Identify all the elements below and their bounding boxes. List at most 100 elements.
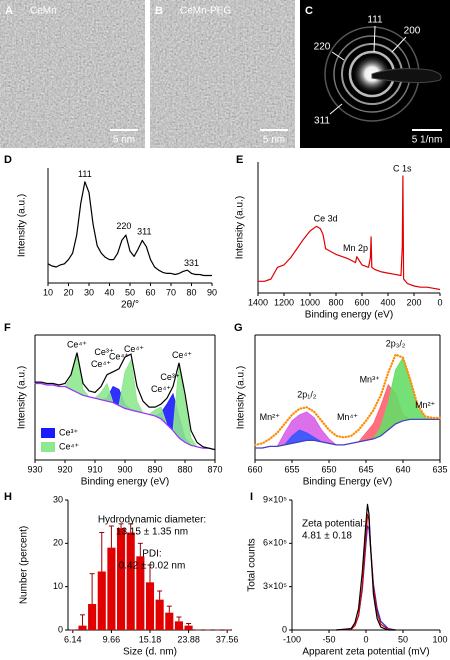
annotation: 220 bbox=[116, 221, 131, 231]
annotation: Ce³⁺ bbox=[160, 372, 180, 382]
x-tick-label: 900 bbox=[117, 464, 132, 474]
y-tick-label: 6×10⁵ bbox=[263, 538, 287, 548]
component-fill bbox=[255, 419, 440, 448]
scale-bar-label: 5 nm bbox=[263, 135, 285, 146]
panel-label: A bbox=[5, 5, 13, 17]
panel-b: B CeMn-PEG 5 nm bbox=[150, 0, 295, 148]
x-tick-label: 655 bbox=[284, 464, 299, 474]
panel-label: C bbox=[305, 5, 313, 17]
data-line bbox=[47, 181, 212, 277]
x-tick-label: 70 bbox=[166, 287, 176, 297]
annotation: Ce⁴⁺ bbox=[151, 384, 171, 394]
y-tick-label: 9×10⁵ bbox=[263, 494, 287, 504]
scale-bar-label: 5 nm bbox=[113, 135, 135, 146]
x-tick-label: 400 bbox=[380, 297, 395, 307]
component-fill bbox=[35, 383, 215, 450]
data-points bbox=[253, 353, 442, 446]
data-line bbox=[34, 382, 216, 451]
x-tick-label: 80 bbox=[186, 287, 196, 297]
legend-label: Ce³⁺ bbox=[59, 427, 79, 437]
bar bbox=[155, 599, 164, 630]
y-tick-label: 20 bbox=[53, 538, 63, 548]
bar bbox=[174, 621, 183, 630]
bar bbox=[107, 547, 116, 630]
annotation: C 1s bbox=[393, 163, 412, 173]
annotation: Ce⁴⁺ bbox=[109, 351, 129, 361]
annotation: Mn³⁺ bbox=[360, 375, 380, 385]
x-tick-label: 640 bbox=[395, 464, 410, 474]
annotation: Ce⁴⁺ bbox=[67, 340, 87, 350]
panel-label: F bbox=[4, 322, 11, 334]
annotation: Ce⁴⁺ bbox=[124, 344, 144, 354]
ring-label: 311 bbox=[314, 116, 330, 127]
y-tick-label: 30 bbox=[53, 494, 63, 504]
y-axis-title: Total counts bbox=[247, 538, 258, 591]
annotation: 311 bbox=[137, 226, 151, 236]
x-tick-label: 800 bbox=[328, 297, 343, 307]
y-axis-title: Intensity (a.u.) bbox=[235, 196, 246, 259]
image-caption: CeMn-PEG bbox=[180, 6, 231, 17]
bar bbox=[126, 532, 135, 630]
image-caption: CeMn bbox=[30, 6, 57, 17]
annotation: 111 bbox=[78, 169, 92, 179]
note: Zeta potential: bbox=[302, 519, 365, 530]
y-axis-title: Intensity (a.u.) bbox=[17, 194, 28, 257]
ring-label: 111 bbox=[367, 15, 383, 26]
x-tick-label: 9.66 bbox=[103, 634, 121, 644]
data-line bbox=[336, 503, 396, 631]
x-tick-label: 660 bbox=[247, 464, 262, 474]
bar bbox=[136, 556, 145, 630]
scale-bar-label: 5 1/nm bbox=[412, 135, 443, 146]
x-tick-label: 90 bbox=[207, 287, 217, 297]
x-tick-label: 100 bbox=[432, 634, 447, 644]
x-tick-label: 650 bbox=[321, 464, 336, 474]
x-tick-label: 6.14 bbox=[64, 634, 82, 644]
annotation: Ce 3d bbox=[314, 214, 338, 224]
x-tick-label: 920 bbox=[57, 464, 72, 474]
x-tick-label: -100 bbox=[283, 634, 301, 644]
data-line bbox=[254, 418, 441, 449]
y-tick-label: 0 bbox=[58, 624, 63, 634]
note: 0.42 ± 0.02 nm bbox=[119, 561, 186, 572]
annotation: 2p₁/₂ bbox=[297, 390, 317, 400]
annotation: Ce⁴⁺ bbox=[172, 350, 192, 360]
x-tick-label: 645 bbox=[358, 464, 373, 474]
ring-label: 200 bbox=[404, 26, 421, 37]
x-tick-label: 30 bbox=[84, 287, 94, 297]
bar bbox=[117, 528, 126, 630]
x-tick-label: 1400 bbox=[248, 297, 268, 307]
x-tick-label: 40 bbox=[104, 287, 114, 297]
x-tick-label: 0 bbox=[363, 634, 368, 644]
bar bbox=[165, 612, 174, 630]
data-line bbox=[258, 175, 441, 291]
x-tick-label: 50 bbox=[398, 634, 408, 644]
x-tick-label: 37.56 bbox=[216, 634, 239, 644]
annotation: Mn²⁺ bbox=[260, 412, 280, 422]
panel-c: C 111 200 220 311 5 1/nm bbox=[300, 0, 450, 148]
beam-stop bbox=[371, 68, 442, 84]
legend-swatch bbox=[41, 428, 55, 438]
tem-image bbox=[150, 0, 295, 148]
x-tick-label: 60 bbox=[145, 287, 155, 297]
x-tick-label: 635 bbox=[432, 464, 447, 474]
bar bbox=[184, 625, 193, 630]
note: 4.81 ± 0.18 bbox=[302, 531, 352, 542]
x-tick-label: 910 bbox=[87, 464, 102, 474]
data-line bbox=[336, 513, 396, 631]
bar bbox=[97, 571, 106, 630]
x-tick-label: 200 bbox=[406, 297, 421, 307]
x-tick-label: 15.18 bbox=[139, 634, 162, 644]
x-axis-title: Size (d. nm) bbox=[123, 647, 177, 658]
annotation: Ce³⁺ bbox=[94, 347, 114, 357]
ring-label: 220 bbox=[314, 42, 331, 53]
y-tick-label: 0 bbox=[282, 624, 287, 634]
x-axis-title: Binding energy (eV) bbox=[305, 310, 393, 321]
panel-label: B bbox=[155, 5, 163, 17]
ring-pointer bbox=[373, 25, 376, 53]
x-tick-label: 1200 bbox=[274, 297, 294, 307]
ring-pointer bbox=[331, 51, 345, 61]
panel-label: D bbox=[4, 154, 12, 166]
component-fill bbox=[255, 357, 440, 448]
x-tick-label: 890 bbox=[147, 464, 162, 474]
